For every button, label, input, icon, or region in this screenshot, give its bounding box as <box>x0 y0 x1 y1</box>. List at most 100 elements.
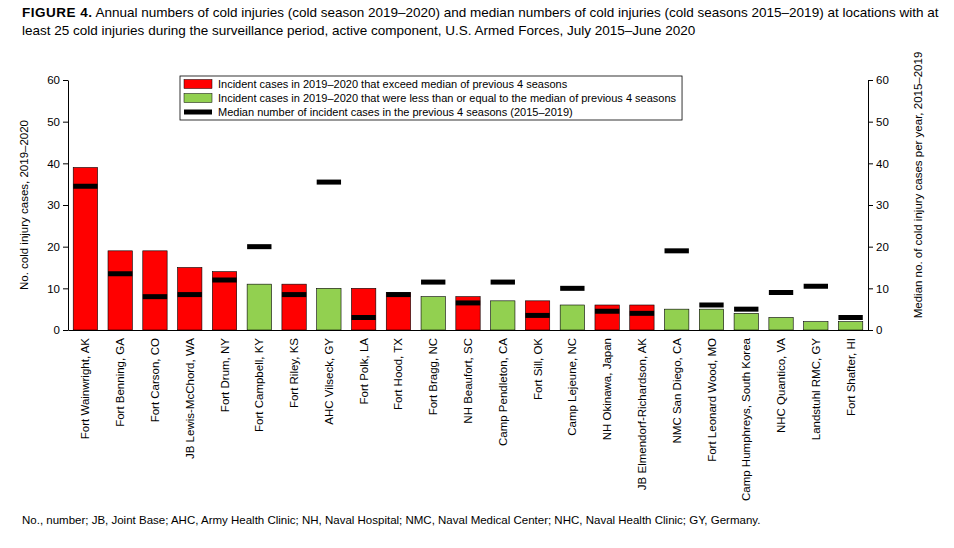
plot-area <box>73 168 863 331</box>
tick-mark <box>63 80 68 81</box>
tick: 40 <box>47 158 68 170</box>
category-label: JB Elmendorf-Richardson, AK <box>636 338 648 490</box>
tick: Fort Hood, TX <box>392 338 404 410</box>
tick: 0 <box>54 324 68 336</box>
axis: 0102030405060 <box>868 74 889 336</box>
bar <box>73 168 97 331</box>
tick-mark <box>63 288 68 289</box>
median-marker <box>73 184 97 189</box>
tick-label: 0 <box>876 324 882 336</box>
series-group <box>73 168 654 331</box>
median-marker <box>769 290 793 295</box>
tick: Camp Lejeune, NC <box>566 338 578 436</box>
tick-label: 60 <box>47 74 60 86</box>
tick-mark <box>868 80 873 81</box>
tick: 60 <box>868 74 889 86</box>
median-marker <box>525 313 549 318</box>
tick: NH Okinawa, Japan <box>601 338 613 440</box>
y-axis-title: No. cold injury cases, 2019–2020 <box>18 120 30 290</box>
tick-label: 40 <box>876 158 889 170</box>
tick-label: 20 <box>47 241 60 253</box>
category-label: Fort Bragg, NC <box>427 338 439 415</box>
tick: Fort Bragg, NC <box>427 338 439 415</box>
tick: Fort Benning, GA <box>114 338 126 427</box>
legend: Incident cases in 2019–2020 that exceed … <box>180 76 682 120</box>
tick: Fort Wainwright, AK <box>79 338 91 440</box>
axis-line <box>68 81 69 331</box>
median-marker <box>838 315 862 320</box>
tick: 50 <box>47 116 68 128</box>
tick-mark <box>63 247 68 248</box>
median-marker <box>143 294 167 299</box>
tick-label: 0 <box>54 324 60 336</box>
tick-label: 30 <box>876 199 889 211</box>
tick-mark <box>63 122 68 123</box>
tick-label: 20 <box>876 241 889 253</box>
bar <box>108 251 132 330</box>
chart: FIGURE 4. Annual numbers of cold injurie… <box>0 0 954 548</box>
legend-label: Median number of incident cases in the p… <box>218 106 573 118</box>
axis-line <box>69 330 869 331</box>
bar <box>282 284 306 330</box>
median-marker <box>491 280 515 285</box>
bar <box>665 309 689 330</box>
median-marker <box>282 292 306 297</box>
category-label: JB Lewis-McChord, WA <box>184 338 196 459</box>
tick-mark <box>868 122 873 123</box>
median-marker <box>351 315 375 320</box>
median-marker <box>595 309 619 314</box>
bar <box>630 305 654 330</box>
bar <box>421 297 445 330</box>
tick: AHC Vilseck, GY <box>323 338 335 425</box>
category-label: NMC San Diego, CA <box>671 338 683 444</box>
category-label: Fort Leonard Wood, MO <box>706 338 718 462</box>
bar <box>560 305 584 330</box>
category-label: Camp Humphreys, South Korea <box>740 337 752 501</box>
bar <box>734 313 758 330</box>
legend-swatch <box>184 80 212 89</box>
tick: 60 <box>47 74 68 86</box>
median-marker <box>178 292 202 297</box>
category-label: AHC Vilseck, GY <box>323 338 335 425</box>
bar <box>143 251 167 330</box>
category-label: NH Okinawa, Japan <box>601 338 613 440</box>
tick-label: 60 <box>876 74 889 86</box>
bar <box>491 301 515 330</box>
bar <box>247 284 271 330</box>
footnote: No., number; JB, Joint Base; AHC, Army H… <box>22 514 760 526</box>
tick: 0 <box>868 324 882 336</box>
tick-label: 10 <box>876 283 889 295</box>
legend-label: Incident cases in 2019–2020 that exceed … <box>218 78 568 90</box>
tick: NMC San Diego, CA <box>671 338 683 444</box>
category-label: Fort Sill, OK <box>532 338 544 400</box>
tick: Fort Riley, KS <box>288 338 300 408</box>
category-label: Fort Campbell, KY <box>253 338 265 432</box>
x-axis: Fort Wainwright, AK Fort Benning, GA Fort … <box>69 331 869 502</box>
tick: Camp Pendleton, CA <box>497 338 509 446</box>
series-group <box>73 180 863 320</box>
tick: 20 <box>868 241 889 253</box>
y2-axis-title: Median no. of cold injury cases per year… <box>912 52 924 319</box>
median-marker <box>317 180 341 185</box>
category-label: Fort Wainwright, AK <box>79 338 91 440</box>
category-label: Camp Lejeune, NC <box>566 338 578 436</box>
tick-mark <box>868 205 873 206</box>
median-marker <box>212 278 236 283</box>
bar <box>525 301 549 330</box>
median-marker <box>421 280 445 285</box>
tick: Fort Sill, OK <box>532 338 544 400</box>
title: FIGURE 4. Annual numbers of cold injurie… <box>22 5 939 38</box>
tick: Fort Drum, NY <box>219 338 231 412</box>
tick-mark <box>868 330 873 331</box>
bar <box>317 288 341 330</box>
legend-swatch <box>184 110 212 115</box>
tick-mark <box>868 288 873 289</box>
tick-mark <box>63 330 68 331</box>
tick: 10 <box>868 283 889 295</box>
tick: Landstuhl RMC, GY <box>810 338 822 441</box>
legend-label: Incident cases in 2019–2020 that were le… <box>218 92 677 104</box>
bar <box>595 305 619 330</box>
legend-swatch <box>184 94 212 103</box>
tick-label: 30 <box>47 199 60 211</box>
median-marker <box>699 303 723 308</box>
